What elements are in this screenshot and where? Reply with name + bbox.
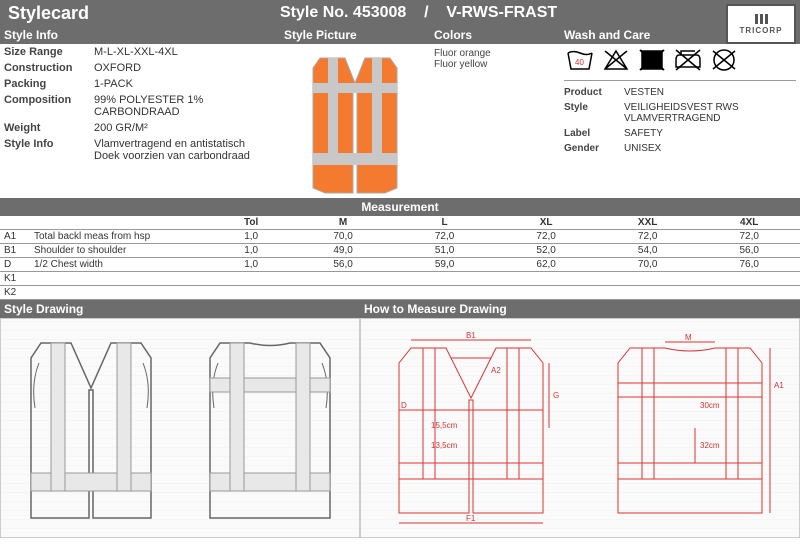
product-detail-row: StyleVEILIGHEIDSVEST RWS VLAMVERTRAGEND (564, 100, 796, 126)
style-picture-column (280, 44, 430, 198)
stylecard-title: Stylecard (0, 3, 280, 24)
meas-row: K2 (0, 286, 800, 300)
style-info-row: Style InfoVlamvertragend en antistatisch… (0, 136, 280, 164)
meas-header: XL (495, 216, 597, 230)
colors-label: Colors (430, 26, 560, 44)
meas-row: A1Total backl meas from hsp1,070,072,072… (0, 230, 800, 244)
measure-back-drawing: M A1 30cm 32cm (590, 328, 790, 528)
header-bar: Stylecard Style No. 453008 / V-RWS-FRAST (0, 0, 800, 26)
meas-header: L (394, 216, 496, 230)
meas-header: Tol (210, 216, 292, 230)
info-label: Size Range (4, 46, 94, 58)
info-grid: Size RangeM-L-XL-XXL-4XLConstructionOXFO… (0, 44, 800, 198)
style-info-row: ConstructionOXFORD (0, 60, 280, 76)
product-detail-row: ProductVESTEN (564, 85, 796, 100)
info-value: Vlamvertragend en antistatischDoek voorz… (94, 138, 276, 162)
detail-label: Gender (564, 143, 624, 154)
care-column: 40 ProductVESTENStyleVEILIGHEIDSVEST RWS… (560, 44, 800, 198)
vest-back-drawing (190, 328, 350, 528)
measurement-table: TolMLXLXXL4XL A1Total backl meas from hs… (0, 216, 800, 300)
svg-text:40: 40 (575, 58, 584, 67)
how-to-measure-label: How to Measure Drawing (360, 300, 800, 318)
section-header-row: Style Info Style Picture Colors Wash and… (0, 26, 800, 44)
style-drawing-box (0, 318, 360, 538)
measure-front-drawing: B1 A2 G D 15,5cm 13,5cm F1 (371, 328, 571, 528)
detail-value: VESTEN (624, 87, 796, 98)
svg-text:B1: B1 (466, 331, 476, 340)
svg-text:32cm: 32cm (700, 441, 720, 450)
product-detail-row: GenderUNISEX (564, 141, 796, 156)
vest-picture (295, 48, 415, 198)
svg-text:A1: A1 (774, 381, 784, 390)
meas-row: D1/2 Chest width1,056,059,062,070,076,0 (0, 258, 800, 272)
wash-40-icon: 40 (564, 46, 596, 74)
color-item: Fluor orange (434, 48, 556, 59)
meas-header: 4XL (698, 216, 800, 230)
info-value: OXFORD (94, 62, 276, 74)
meas-row: B1Shoulder to shoulder1,049,051,052,054,… (0, 244, 800, 258)
info-value: 200 GR/M² (94, 122, 276, 134)
detail-value: UNISEX (624, 143, 796, 154)
detail-label: Label (564, 128, 624, 139)
measure-drawing-box: B1 A2 G D 15,5cm 13,5cm F1 M A1 30cm 32c… (360, 318, 800, 538)
vest-front-drawing (11, 328, 171, 528)
style-info-row: Weight200 GR/M² (0, 120, 280, 136)
detail-label: Style (564, 102, 624, 124)
style-info-row: Composition99% POLYESTER 1% CARBONDRAAD (0, 92, 280, 120)
info-value: 99% POLYESTER 1% CARBONDRAAD (94, 94, 276, 118)
no-bleach-icon (600, 46, 632, 74)
info-value: M-L-XL-XXL-4XL (94, 46, 276, 58)
no-tumble-icon (636, 46, 668, 74)
drawings-row: B1 A2 G D 15,5cm 13,5cm F1 M A1 30cm 32c… (0, 318, 800, 538)
meas-row: K1 (0, 272, 800, 286)
meas-header: XXL (597, 216, 699, 230)
detail-value: SAFETY (624, 128, 796, 139)
measurement-header: Measurement (0, 198, 800, 216)
colors-column: Fluor orangeFluor yellow (430, 44, 560, 198)
detail-label: Product (564, 87, 624, 98)
svg-text:F1: F1 (466, 514, 476, 523)
care-icons-row: 40 (564, 46, 796, 74)
style-drawing-label: Style Drawing (0, 300, 360, 318)
color-item: Fluor yellow (434, 59, 556, 70)
style-info-row: Size RangeM-L-XL-XXL-4XL (0, 44, 280, 60)
info-label: Packing (4, 78, 94, 90)
style-info-label: Style Info (0, 26, 280, 44)
style-info-row: Packing1-PACK (0, 76, 280, 92)
info-label: Composition (4, 94, 94, 118)
svg-text:D: D (401, 401, 407, 410)
style-info-column: Size RangeM-L-XL-XXL-4XLConstructionOXFO… (0, 44, 280, 198)
svg-text:A2: A2 (491, 366, 501, 375)
no-dryclean-icon (708, 46, 740, 74)
style-no: Style No. 453008 / V-RWS-FRAST (280, 4, 557, 22)
product-detail-row: LabelSAFETY (564, 126, 796, 141)
meas-header (30, 216, 210, 230)
svg-text:30cm: 30cm (700, 401, 720, 410)
drawing-header-row: Style Drawing How to Measure Drawing (0, 300, 800, 318)
meas-header (0, 216, 30, 230)
meas-header: M (292, 216, 394, 230)
detail-value: VEILIGHEIDSVEST RWS VLAMVERTRAGEND (624, 102, 796, 124)
info-label: Style Info (4, 138, 94, 162)
info-label: Weight (4, 122, 94, 134)
info-label: Construction (4, 62, 94, 74)
svg-text:M: M (685, 333, 692, 342)
svg-text:G: G (553, 391, 559, 400)
no-iron-icon (672, 46, 704, 74)
style-picture-label: Style Picture (280, 26, 430, 44)
brand-logo: TRICORP (726, 4, 796, 44)
info-value: 1-PACK (94, 78, 276, 90)
